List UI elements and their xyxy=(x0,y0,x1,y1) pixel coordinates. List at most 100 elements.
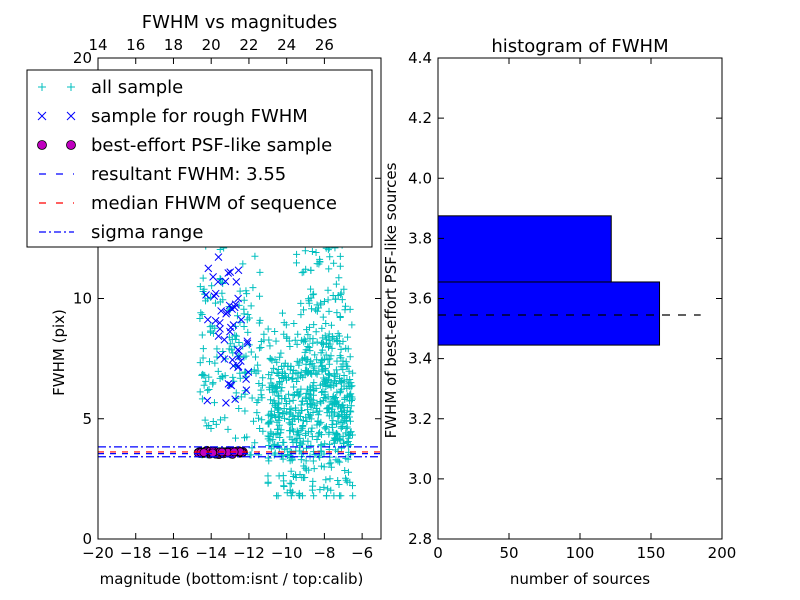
plus-point xyxy=(206,358,214,366)
cross-point xyxy=(229,321,238,329)
plus-point xyxy=(197,309,205,317)
plus-point xyxy=(326,253,334,261)
plus-point xyxy=(316,258,324,266)
plus-point xyxy=(332,295,340,303)
plus-point xyxy=(341,414,349,422)
plus-point xyxy=(233,312,241,320)
histogram-title: histogram of FWHM xyxy=(491,36,668,57)
plus-point xyxy=(326,371,334,379)
plus-point xyxy=(257,344,265,352)
cross-point xyxy=(232,278,241,286)
plus-point xyxy=(324,485,332,493)
plus-point xyxy=(221,355,229,363)
plus-point xyxy=(248,444,256,452)
plus-point xyxy=(258,416,266,424)
plus-point xyxy=(316,453,324,461)
plus-point xyxy=(254,361,262,369)
plus-point xyxy=(229,373,237,381)
plus-point xyxy=(341,394,349,402)
plus-point xyxy=(334,477,342,485)
plus-point xyxy=(325,360,333,368)
legend-label: median FHWM of sequence xyxy=(91,193,337,214)
plus-point xyxy=(271,388,279,396)
cross-point xyxy=(204,264,213,273)
plus-point xyxy=(333,357,341,365)
plus-point xyxy=(336,252,344,260)
plus-point xyxy=(264,420,272,428)
plus-point xyxy=(316,486,324,494)
plus-point xyxy=(304,400,312,408)
plus-point xyxy=(291,336,299,344)
cross-point xyxy=(236,357,245,365)
x-tick-label: −10 xyxy=(271,544,303,562)
top-tick-label: 22 xyxy=(239,36,258,54)
histogram-x-axis-label: number of sources xyxy=(510,570,650,588)
plus-point xyxy=(269,436,277,444)
x-tick-label: −12 xyxy=(233,544,265,562)
legend-box xyxy=(26,69,373,248)
plus-point xyxy=(341,302,349,310)
plus-point xyxy=(213,345,221,353)
plus-point xyxy=(349,492,357,500)
plus-point xyxy=(230,342,238,350)
plus-point xyxy=(199,274,207,282)
plus-point xyxy=(298,474,306,482)
plus-point xyxy=(276,378,284,386)
plus-point xyxy=(257,386,265,394)
plus-point xyxy=(255,414,263,422)
plus-point xyxy=(307,442,315,450)
plus-point xyxy=(266,342,274,350)
plus-point xyxy=(310,379,318,387)
plus-point xyxy=(317,442,325,450)
plus-point xyxy=(300,338,308,346)
plus-point xyxy=(337,377,345,385)
plus-point xyxy=(232,434,240,442)
plus-point xyxy=(344,430,352,438)
plus-point xyxy=(274,392,282,400)
plus-point xyxy=(306,347,314,355)
plus-point xyxy=(327,486,335,494)
plus-point xyxy=(304,342,312,350)
y-tick-label: 10 xyxy=(73,290,92,308)
plus-point xyxy=(293,438,301,446)
plus-point xyxy=(277,349,285,357)
plus-point xyxy=(313,307,321,315)
plus-point xyxy=(278,309,286,317)
plus-point xyxy=(349,369,357,377)
plus-point xyxy=(243,290,251,298)
plus-point xyxy=(327,459,335,467)
plus-point xyxy=(267,396,275,404)
plus-point xyxy=(256,268,264,276)
plus-point xyxy=(219,348,227,356)
plus-point xyxy=(307,285,315,293)
plus-point xyxy=(336,492,344,500)
plus-point xyxy=(307,428,315,436)
plus-point xyxy=(218,289,226,297)
plus-point xyxy=(328,344,336,352)
histogram-bar xyxy=(437,281,661,346)
plus-point xyxy=(340,418,348,426)
plus-point xyxy=(240,353,248,361)
plus-point xyxy=(203,422,211,430)
plus-point xyxy=(347,408,355,416)
top-tick-label: 26 xyxy=(315,36,334,54)
plus-point xyxy=(196,283,204,291)
plus-point xyxy=(322,320,330,328)
plus-point xyxy=(282,395,290,403)
plus-point xyxy=(346,417,354,425)
plus-point xyxy=(307,294,315,302)
plus-point xyxy=(307,266,315,274)
plus-point xyxy=(244,310,252,318)
plus-point xyxy=(310,492,318,500)
plus-point xyxy=(314,417,322,425)
histogram-y-axis-label: FWHM of best-effort PSF-like sources xyxy=(382,162,400,438)
histogram-bars xyxy=(437,215,701,346)
plus-point xyxy=(308,370,316,378)
plus-point xyxy=(206,323,214,331)
plus-point xyxy=(343,438,351,446)
plus-point xyxy=(297,407,305,415)
plus-point xyxy=(328,335,336,343)
plus-point xyxy=(307,401,315,409)
plus-point xyxy=(296,441,304,449)
plus-point xyxy=(315,430,323,438)
